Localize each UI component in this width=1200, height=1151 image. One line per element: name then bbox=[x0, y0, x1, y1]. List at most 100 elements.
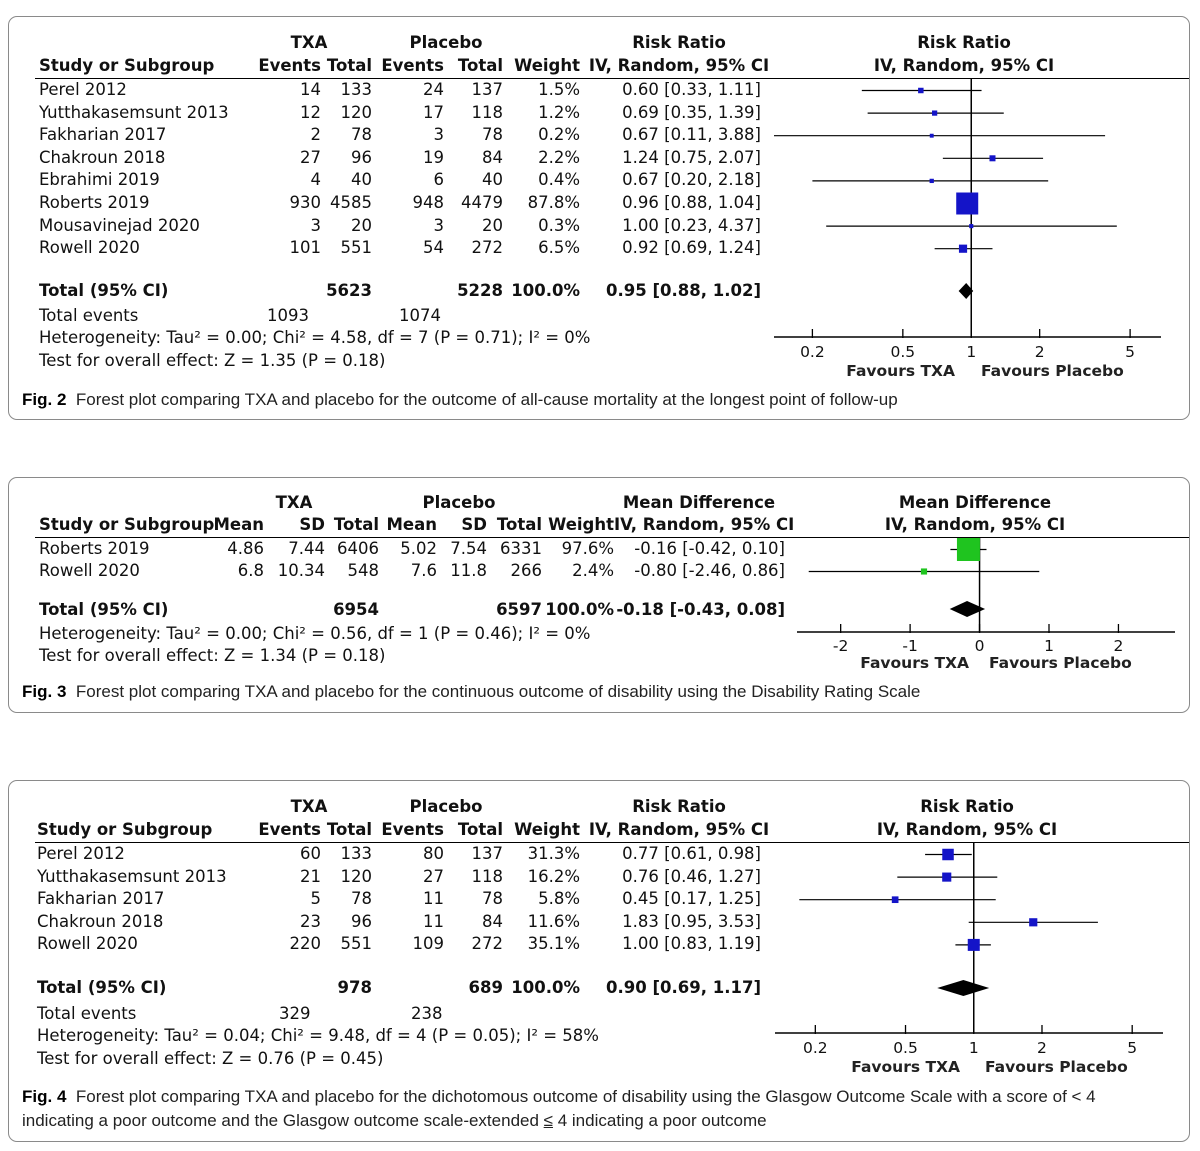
figure-3-panel: TXA Placebo Mean Difference Mean Differe… bbox=[8, 477, 1190, 713]
table-cell: 2.4% bbox=[572, 561, 614, 580]
table-cell: 87.8% bbox=[527, 193, 580, 212]
plot-method-header: IV, Random, 95% CI bbox=[873, 56, 1055, 75]
study-name: Yutthakasemsunt 2013 bbox=[39, 102, 229, 122]
estimate-box bbox=[918, 87, 924, 94]
table-cell: 35.1% bbox=[527, 934, 580, 954]
col-header-study: Study or Subgroup bbox=[37, 820, 213, 839]
table-cell: 6 bbox=[433, 170, 445, 190]
table-cell: 0.96 [0.88, 1.04] bbox=[622, 193, 761, 212]
estimate-box bbox=[956, 538, 980, 561]
table-cell: 80 bbox=[423, 844, 444, 863]
table-cell: 23 bbox=[300, 911, 321, 931]
col-header-placebo-sd: SD bbox=[461, 515, 487, 534]
col-header-weight: Weight bbox=[514, 56, 580, 75]
table-cell: 101 bbox=[289, 238, 322, 258]
figure-2-caption: Fig. 2 Forest plot comparing TXA and pla… bbox=[22, 388, 1172, 412]
figure-4-caption-symbol: ≤ bbox=[543, 1111, 553, 1130]
table-cell: 0.69 [0.35, 1.39] bbox=[622, 102, 761, 122]
estimate-box bbox=[891, 896, 899, 904]
favours-placebo-label: Favours Placebo bbox=[981, 362, 1124, 380]
table-cell: 84 bbox=[482, 147, 503, 167]
col-header-txa-events: Events bbox=[258, 56, 321, 75]
table-cell: 1.83 [0.95, 3.53] bbox=[622, 911, 761, 931]
total-events-label: Total events bbox=[39, 306, 139, 325]
table-cell: 19 bbox=[423, 147, 444, 167]
overall-effect-text: Test for overall effect: Z = 1.34 (P = 0… bbox=[39, 646, 386, 665]
table-cell: 60 bbox=[300, 844, 321, 863]
figure-4-caption: Fig. 4 Forest plot comparing TXA and pla… bbox=[22, 1085, 1172, 1133]
table-cell: 0.45 [0.17, 1.25] bbox=[622, 889, 761, 909]
col-header-effect-method: IV, Random, 95% CI bbox=[588, 56, 770, 75]
favours-txa-label: Favours TXA bbox=[860, 654, 969, 672]
table-cell: 548 bbox=[347, 561, 380, 580]
table-cell: 3 bbox=[433, 215, 445, 235]
table-cell: 11 bbox=[423, 889, 444, 909]
col-header-placebo-total: Total bbox=[457, 56, 503, 75]
table-cell: 78 bbox=[351, 125, 372, 145]
placebo-group-header: Placebo bbox=[422, 493, 496, 512]
table-cell: 118 bbox=[471, 102, 504, 122]
table-cell: 137 bbox=[471, 844, 504, 863]
total-label: Total (95% CI) bbox=[37, 978, 167, 997]
table-cell: 24 bbox=[423, 80, 444, 99]
txa-group-header: TXA bbox=[275, 493, 313, 512]
col-header-placebo-total: Total bbox=[457, 820, 503, 839]
axis-tick-label: 1 bbox=[1044, 637, 1054, 655]
study-name: Yutthakasemsunt 2013 bbox=[37, 866, 227, 886]
forest-plot-2: 0.2 0.5 1 2 5 Favours TXA Favours Placebo bbox=[774, 78, 1161, 380]
col-header-placebo-total: Total bbox=[496, 515, 542, 534]
table-cell: 220 bbox=[289, 934, 322, 954]
table-cell: 551 bbox=[340, 934, 373, 954]
estimate-box bbox=[929, 178, 934, 184]
total-effect: -0.18 [-0.43, 0.08] bbox=[616, 600, 785, 619]
figure-2-caption-text: Forest plot comparing TXA and placebo fo… bbox=[75, 390, 898, 409]
table-cell: 17 bbox=[423, 102, 444, 122]
study-name: Rowell 2020 bbox=[39, 238, 140, 258]
txa-group-header: TXA bbox=[290, 33, 328, 52]
table-cell: 0.76 [0.46, 1.27] bbox=[622, 866, 761, 886]
table-cell: 31.3% bbox=[527, 844, 580, 863]
total-events-placebo: 1074 bbox=[399, 306, 441, 325]
table-cell: 4479 bbox=[461, 193, 503, 212]
study-name: Fakharian 2017 bbox=[37, 889, 165, 909]
effect-header: Risk Ratio bbox=[632, 797, 726, 816]
figure-4-panel: TXA Placebo Risk Ratio Risk Ratio Study … bbox=[8, 780, 1190, 1142]
figure-3-caption: Fig. 3 Forest plot comparing TXA and pla… bbox=[22, 680, 1172, 704]
axis-tick-label: 1 bbox=[966, 343, 976, 361]
total-txa-total: 978 bbox=[337, 978, 372, 997]
figure-3-caption-text: Forest plot comparing TXA and placebo fo… bbox=[75, 682, 921, 701]
table-cell: 7.54 bbox=[450, 539, 487, 558]
table-cell: 1.2% bbox=[538, 102, 580, 122]
table-cell: 551 bbox=[340, 238, 373, 258]
total-txa-total: 5623 bbox=[326, 281, 372, 300]
estimate-box bbox=[932, 110, 938, 116]
col-header-txa-events: Events bbox=[258, 820, 321, 839]
txa-group-header: TXA bbox=[290, 797, 328, 816]
total-placebo-total: 5228 bbox=[457, 281, 503, 300]
pooled-diamond bbox=[949, 601, 986, 617]
table-cell: 78 bbox=[351, 889, 372, 909]
axis-tick-label: 2 bbox=[1037, 1039, 1047, 1057]
axis-tick-label: 0.5 bbox=[891, 343, 916, 361]
table-cell: 0.60 [0.33, 1.11] bbox=[622, 80, 761, 99]
table-cell: 118 bbox=[471, 866, 504, 886]
table-cell: 54 bbox=[423, 238, 444, 258]
table-cell: 4585 bbox=[330, 193, 372, 212]
table-cell: 133 bbox=[340, 844, 373, 863]
study-name: Roberts 2019 bbox=[39, 193, 150, 212]
table-cell: 4.86 bbox=[227, 539, 264, 558]
figure-3-label: Fig. 3 bbox=[22, 682, 67, 701]
table-cell: 4 bbox=[310, 170, 322, 190]
table-cell: 1.00 [0.83, 1.19] bbox=[622, 934, 761, 954]
estimate-box bbox=[956, 192, 979, 215]
study-name: Chakroun 2018 bbox=[39, 147, 166, 167]
total-weight: 100.0% bbox=[511, 978, 580, 997]
col-header-txa-mean: Mean bbox=[213, 515, 265, 534]
table-cell: 14 bbox=[300, 80, 321, 99]
table-cell: 2.2% bbox=[538, 147, 580, 167]
table-cell: 109 bbox=[412, 934, 445, 954]
table-cell: 3 bbox=[433, 125, 445, 145]
overall-effect-text: Test for overall effect: Z = 0.76 (P = 0… bbox=[37, 1049, 384, 1068]
table-cell: 5 bbox=[310, 889, 322, 909]
table-cell: 20 bbox=[351, 215, 372, 235]
